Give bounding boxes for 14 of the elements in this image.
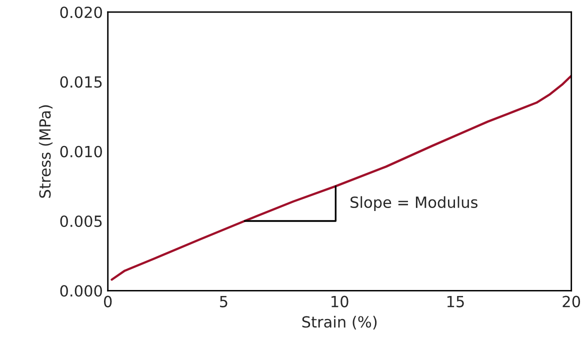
y-tick-label: 0.005 — [60, 215, 102, 228]
y-tick-label: 0.010 — [60, 146, 102, 158]
x-tick-label: 20 — [562, 296, 580, 308]
y-axis-title: Stress (MPa) — [38, 105, 53, 198]
x-tick-label: 15 — [447, 296, 464, 308]
y-tick-label: 0.020 — [60, 6, 102, 18]
x-tick-label: 5 — [220, 296, 228, 308]
annotation: Slope = Modulus — [350, 196, 478, 211]
x-tick-label: 0 — [104, 296, 112, 308]
line-series — [110, 74, 572, 281]
x-tick-label: 10 — [332, 296, 348, 308]
x-axis-title: Strain (%) — [302, 316, 377, 330]
y-tick-label: 0.000 — [60, 285, 102, 297]
y-tick-label: 0.015 — [60, 76, 102, 88]
